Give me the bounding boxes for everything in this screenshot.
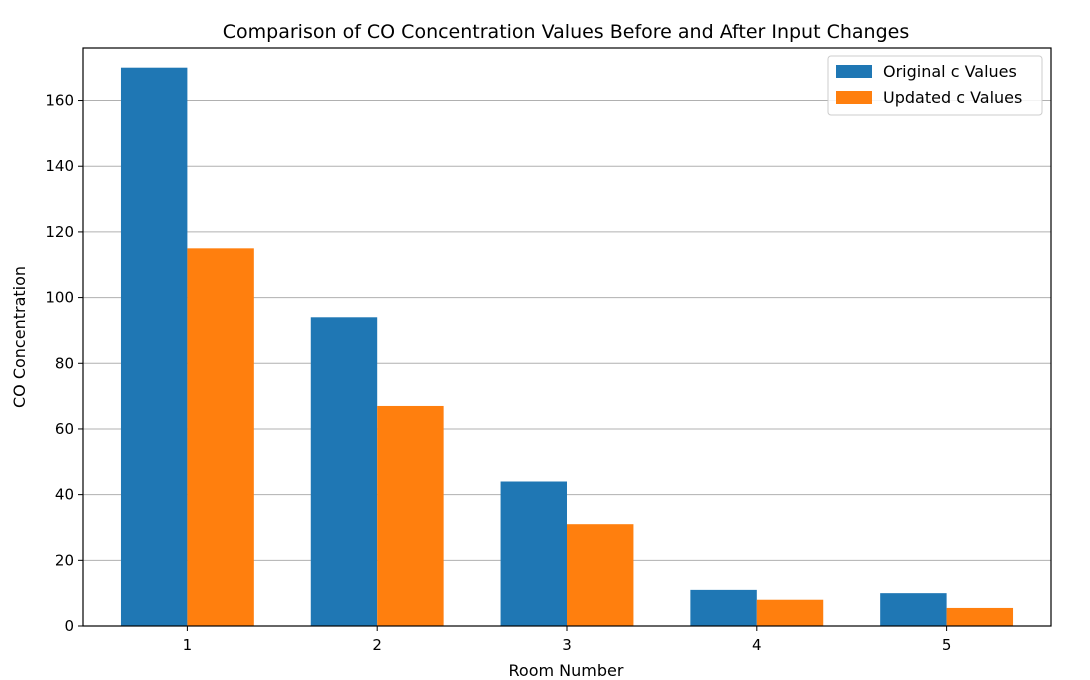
bar-original-room-5 — [880, 593, 947, 626]
x-tick-label: 1 — [183, 636, 193, 654]
x-tick-label: 4 — [752, 636, 762, 654]
x-axis-ticks: 1 2 3 4 5 — [183, 626, 952, 654]
x-tick-label: 5 — [942, 636, 952, 654]
chart-title: Comparison of CO Concentration Values Be… — [223, 21, 909, 43]
y-axis-label: CO Concentration — [10, 266, 29, 408]
bar-original-room-2 — [310, 317, 378, 626]
x-axis-label: Room Number — [509, 661, 624, 680]
y-tick-label: 80 — [55, 354, 74, 372]
bar-original-room-1 — [120, 67, 188, 627]
y-tick-label: 60 — [55, 420, 74, 438]
x-tick-label: 2 — [372, 636, 382, 654]
x-tick-label: 3 — [562, 636, 572, 654]
legend-swatch-updated — [836, 91, 872, 104]
bar-updated-room-4 — [756, 599, 824, 626]
bar-original-room-3 — [500, 481, 567, 626]
bar-original-room-4 — [690, 589, 757, 626]
legend: Original c Values Updated c Values — [827, 55, 1043, 116]
y-tick-label: 100 — [45, 289, 74, 307]
y-tick-label: 160 — [45, 92, 74, 110]
y-tick-label: 40 — [55, 486, 74, 504]
legend-box — [827, 55, 1043, 116]
bar-updated-room-2 — [377, 405, 444, 626]
bar-updated-room-5 — [946, 607, 1014, 626]
y-tick-label: 120 — [45, 223, 74, 241]
y-axis-ticks: 0 20 40 60 80 100 120 140 160 — [45, 92, 83, 635]
y-tick-label: 20 — [55, 551, 74, 569]
bar-updated-room-1 — [187, 248, 254, 627]
bar-updated-room-3 — [567, 524, 634, 626]
y-tick-label: 0 — [64, 617, 74, 635]
legend-swatch-original — [836, 65, 872, 78]
legend-label-original: Original c Values — [883, 62, 1017, 81]
legend-label-updated: Updated c Values — [883, 88, 1022, 107]
y-tick-label: 140 — [45, 157, 74, 175]
bars — [120, 67, 1014, 627]
